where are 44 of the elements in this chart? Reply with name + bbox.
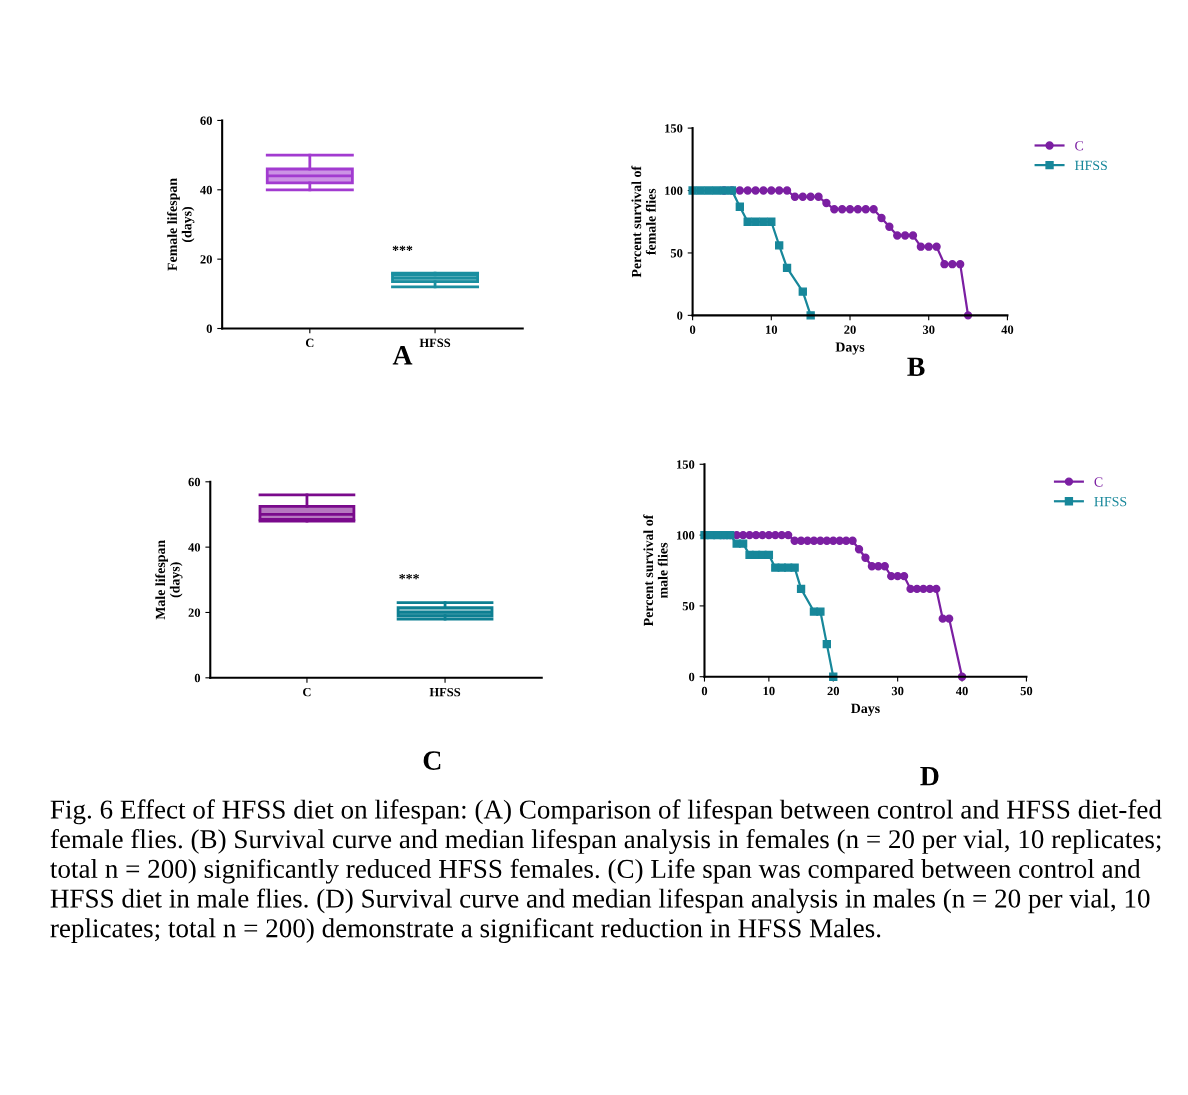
y-tick-label: 60 <box>188 477 201 487</box>
x-tick-label: 20 <box>844 325 856 334</box>
legend-label: HFSS <box>1094 496 1127 507</box>
x-tick-label: 40 <box>1001 325 1014 334</box>
y-tick-label: 50 <box>670 248 683 258</box>
annotation: *** <box>399 573 419 580</box>
y-tick-label: 50 <box>682 601 695 611</box>
x-tick-label: HFSS <box>429 687 461 697</box>
x-tick-label: 10 <box>766 325 778 334</box>
legend-label: C <box>1094 477 1103 487</box>
y-tick-label: 0 <box>194 673 201 683</box>
caption: Fig. 6 Effect of HFSS diet on lifespan: (A) Comparison of lifespan between control and HFSS diet-fed female flies. (B) Survival curve and median lifespan analysis in females (n = 20 per vial, 10 replicates; total n = 200) significantly reduced HFSS females. (C) Life span was compared between control and HFSS diet in male flies. (D) Survival curve and median lifespan analysis in males (n = 20 per vial, 10 replicates; total n = 200) demonstrate a significant reduction in HFSS Males. <box>50 799 1162 943</box>
y-tick-label: 40 <box>200 185 212 195</box>
text: A <box>392 346 413 365</box>
x-tick-label: 30 <box>891 686 904 696</box>
y-tick-label: 40 <box>188 543 201 552</box>
y-tick-label: 60 <box>200 116 212 125</box>
y-tick-label: 150 <box>677 460 695 469</box>
y-tick-label: 20 <box>188 608 201 617</box>
text: B <box>907 357 925 376</box>
y-axis-title: Male lifespan (days) <box>155 540 183 620</box>
annotation: *** <box>392 245 413 251</box>
y-tick-label: 100 <box>665 186 683 195</box>
x-axis-title: Days <box>835 342 865 355</box>
x-axis-title: Days <box>851 703 880 716</box>
y-axis-title: Percent survival of male flies <box>643 514 668 627</box>
x-tick-label: C <box>303 687 311 697</box>
text: C <box>423 751 441 770</box>
x-tick-label: 40 <box>955 686 968 696</box>
x-tick-label: 20 <box>827 686 840 696</box>
y-tick-label: 150 <box>665 124 683 133</box>
y-tick-label: 100 <box>677 531 695 540</box>
y-tick-label: 0 <box>688 672 695 682</box>
y-axis-title: Percent survival of female flies <box>631 165 656 278</box>
x-tick-label: 50 <box>1020 686 1033 696</box>
x-tick-label: 0 <box>701 686 708 696</box>
y-axis-title: Female lifespan (days) <box>167 178 195 271</box>
legend-label: C <box>1075 141 1084 151</box>
legend-label: HFSS <box>1074 160 1107 171</box>
y-tick-label: 0 <box>677 311 683 320</box>
text: D <box>920 767 939 786</box>
x-tick-label: 30 <box>922 325 935 334</box>
x-tick-label: 10 <box>763 686 775 696</box>
y-tick-label: 20 <box>200 255 212 264</box>
